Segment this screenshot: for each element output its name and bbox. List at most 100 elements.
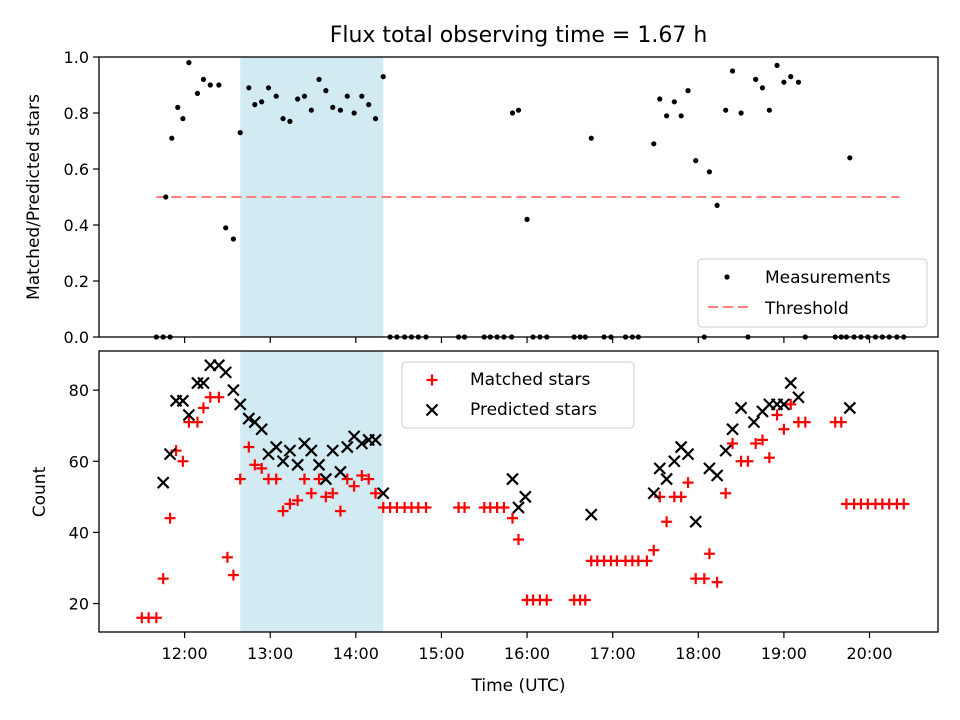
matched-star-point	[763, 452, 775, 464]
legend-measurement-marker	[724, 274, 730, 280]
measurement-point	[265, 85, 272, 91]
x-tick-label: 16:00	[504, 644, 550, 663]
measurement-point	[657, 96, 663, 102]
matched-star-point	[675, 491, 687, 503]
predicted-star-point	[191, 376, 204, 390]
measurement-points	[153, 60, 907, 340]
measurement-point	[169, 135, 175, 141]
matched-star-point	[270, 473, 282, 485]
matched-star-point	[234, 473, 246, 485]
measurement-point	[671, 99, 677, 105]
matched-star-point	[541, 594, 553, 606]
matched-star-point	[313, 473, 325, 485]
matched-star-point	[327, 487, 339, 499]
x-tick-label: 19:00	[761, 644, 807, 663]
matched-star-point	[742, 455, 754, 467]
matched-star-point	[334, 505, 346, 517]
measurement-point	[163, 194, 169, 200]
predicted-star-point	[512, 501, 525, 514]
bottom-y-ticks: 20 40 60 80	[69, 381, 99, 614]
predicted-star-point	[653, 462, 667, 475]
measurement-point	[693, 158, 699, 164]
measurement-point	[781, 79, 787, 85]
y-tick-label: 0.8	[64, 104, 89, 123]
predicted-star-point	[334, 465, 347, 479]
legend-measurements-label: Measurements	[765, 268, 891, 288]
measurement-point	[259, 99, 265, 105]
measurement-point	[723, 107, 729, 113]
measurement-point	[729, 68, 736, 74]
predicted-star-point	[506, 472, 519, 486]
measurement-point	[330, 104, 336, 110]
predicted-star-point	[219, 366, 232, 379]
measurement-point	[273, 93, 279, 99]
x-tick-label: 17:00	[590, 644, 636, 663]
predicted-star-point	[355, 437, 369, 450]
y-tick-label: 20	[69, 595, 89, 614]
matched-star-point	[320, 491, 332, 503]
matched-star-point	[682, 477, 694, 489]
predicted-star-point	[689, 515, 702, 529]
measurement-point	[280, 116, 286, 122]
predicted-star-point	[734, 401, 748, 415]
matched-star-point	[243, 441, 255, 453]
measurement-point	[847, 155, 853, 161]
y-tick-label: 0.4	[64, 216, 89, 235]
measurement-point	[301, 93, 308, 99]
matched-star-point	[750, 437, 762, 449]
top-axes-frame	[98, 56, 939, 338]
matched-star-point	[213, 391, 225, 403]
predicted-star-point	[747, 415, 761, 429]
measurement-point	[308, 107, 314, 113]
measurement-point	[524, 216, 530, 222]
legend-plus-marker	[426, 374, 438, 386]
predicted-star-point	[647, 487, 661, 500]
matched-star-point	[507, 512, 519, 524]
measurement-point	[380, 74, 386, 80]
measurement-point	[366, 102, 372, 108]
measurement-point	[795, 79, 802, 85]
predicted-star-point	[242, 412, 256, 425]
measurement-point	[738, 110, 744, 116]
measurement-point	[344, 93, 350, 99]
matched-star-point	[341, 473, 353, 485]
measurement-point	[774, 62, 780, 68]
matched-star-point	[177, 455, 189, 467]
predicted-star-point	[340, 440, 354, 454]
matched-star-point	[720, 487, 732, 499]
matched-star-point	[579, 594, 591, 606]
matched-star-point	[756, 434, 768, 446]
matched-star-point	[221, 551, 233, 563]
legend-matched-label: Matched stars	[470, 370, 590, 390]
matched-star-point	[420, 502, 432, 514]
measurement-point	[351, 110, 357, 116]
measurement-point	[759, 85, 766, 91]
measurement-point	[651, 141, 657, 147]
x-axis-label: Time (UTC)	[471, 676, 566, 696]
measurement-point	[246, 85, 252, 91]
measurement-point	[337, 107, 344, 113]
predicted-star-point	[312, 458, 326, 472]
matched-star-point	[277, 505, 289, 517]
measurement-point	[753, 76, 759, 82]
predicted-star-point	[726, 422, 739, 436]
matched-star-point	[459, 502, 471, 514]
predicted-star-point	[719, 444, 732, 457]
measurement-point	[714, 202, 720, 208]
predicted-star-point	[660, 472, 673, 486]
matched-star-point	[284, 498, 296, 510]
predicted-star-point	[369, 433, 382, 447]
y-tick-label: 40	[69, 523, 89, 542]
measurement-point	[766, 107, 772, 113]
x-tick-label: 20:00	[846, 644, 892, 663]
y-tick-label: 0.2	[64, 272, 89, 291]
predicted-star-point	[227, 383, 240, 397]
predicted-star-point	[163, 447, 177, 461]
predicted-star-point	[269, 440, 283, 454]
matched-star-point	[356, 469, 368, 481]
y-tick-label: 1.0	[64, 48, 89, 67]
matched-star-point	[778, 423, 790, 435]
measurement-point	[216, 82, 222, 88]
matched-star-point	[698, 573, 710, 585]
predicted-star-point	[233, 398, 247, 411]
